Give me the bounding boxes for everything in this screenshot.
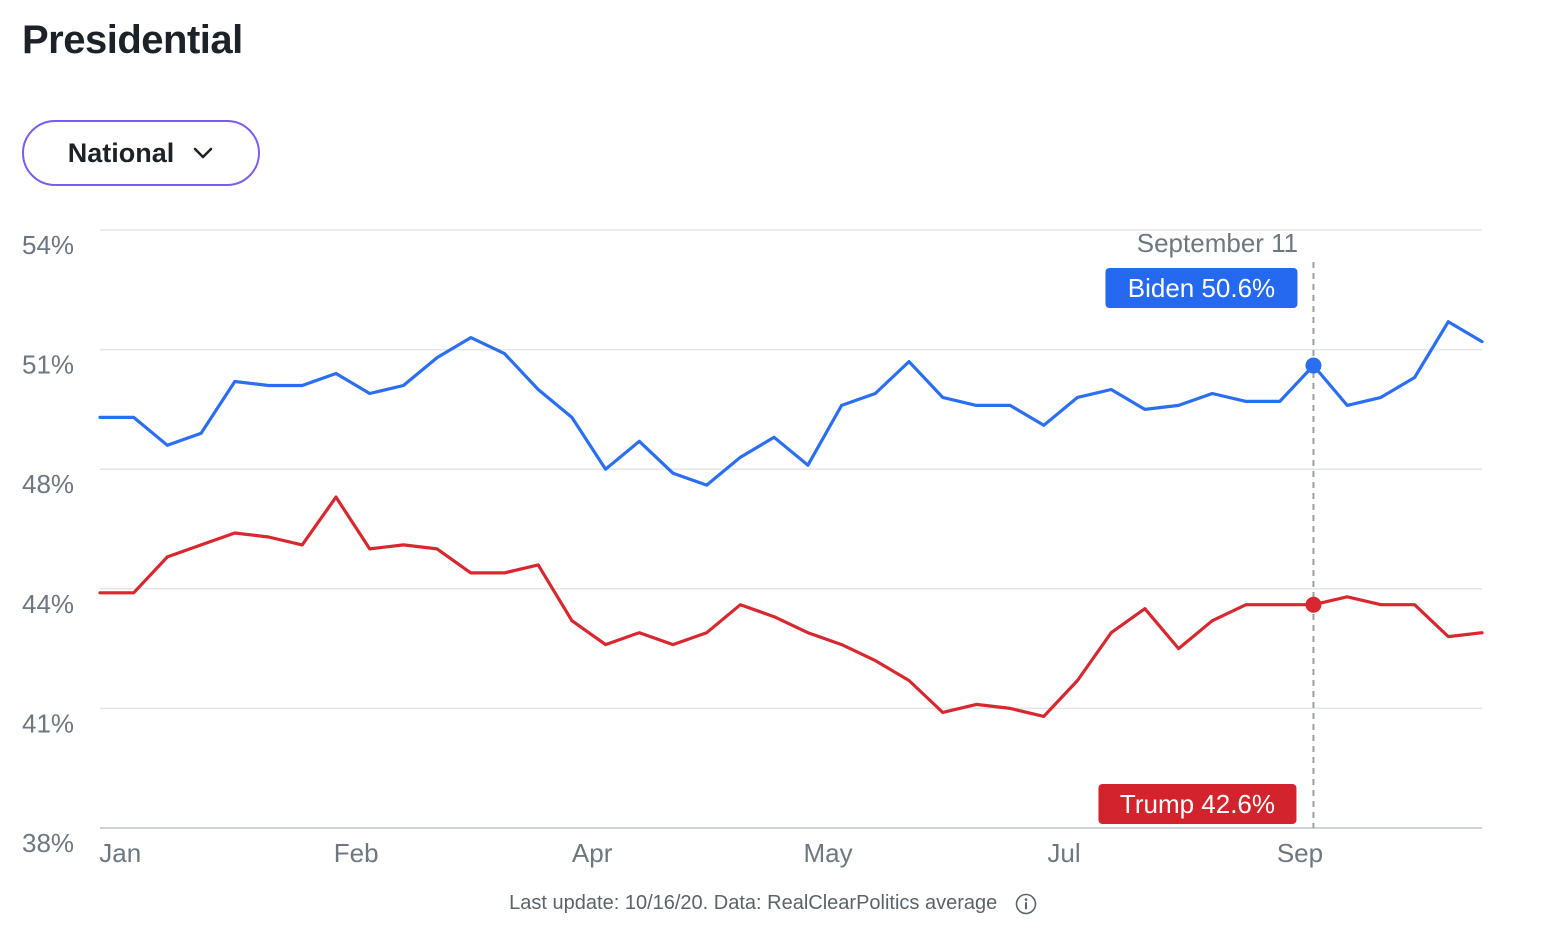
hover-overlay: September 11 Biden 50.6% Trump 42.6%: [1098, 228, 1322, 828]
chart-grid: [100, 229, 1482, 829]
x-tick-label: Feb: [334, 838, 379, 868]
y-tick-label: 48%: [22, 469, 74, 499]
x-tick-label: May: [804, 838, 853, 868]
x-tick-label: Apr: [572, 838, 613, 868]
data-source-text: Data: RealClearPolitics average: [713, 892, 998, 914]
series-line-trump: [98, 495, 1484, 719]
info-icon[interactable]: [1015, 893, 1037, 915]
chevron-down-icon: [193, 147, 213, 159]
y-tick-label: 44%: [22, 589, 74, 619]
y-tick-label: 51%: [22, 350, 74, 380]
chart-series: [98, 320, 1484, 719]
hover-point-biden: [1305, 357, 1322, 374]
trump-badge-label: Trump 42.6%: [1120, 789, 1275, 819]
region-dropdown[interactable]: National: [22, 120, 260, 186]
series-line-biden: [98, 320, 1484, 487]
poll-chart: 54% 51% 48% 44% 41% 38% Jan Feb Apr May Jul Sep Se…: [22, 228, 1484, 868]
y-tick-label: 54%: [22, 230, 74, 260]
x-tick-label: Jul: [1047, 838, 1080, 868]
trump-badge: [1098, 784, 1297, 824]
page-title: Presidential: [22, 18, 243, 62]
y-tick-label: 38%: [22, 828, 74, 858]
tooltip-date: September 11: [1137, 228, 1298, 258]
y-axis-ticks: 54% 51% 48% 44% 41% 38%: [22, 230, 74, 858]
region-dropdown-label: National: [67, 137, 175, 168]
x-tick-label: Jan: [99, 838, 141, 868]
biden-badge-label: Biden 50.6%: [1128, 273, 1275, 303]
x-axis-ticks: Jan Feb Apr May Jul Sep: [99, 838, 1323, 868]
y-tick-label: 41%: [22, 708, 74, 738]
hover-point-trump: [1305, 596, 1322, 613]
chart-footer: Last update: 10/16/20. Data: RealClearPo…: [0, 892, 1546, 915]
biden-badge: [1105, 268, 1298, 308]
x-tick-label: Sep: [1277, 838, 1323, 868]
last-update-text: Last update: 10/16/20.: [509, 892, 709, 914]
